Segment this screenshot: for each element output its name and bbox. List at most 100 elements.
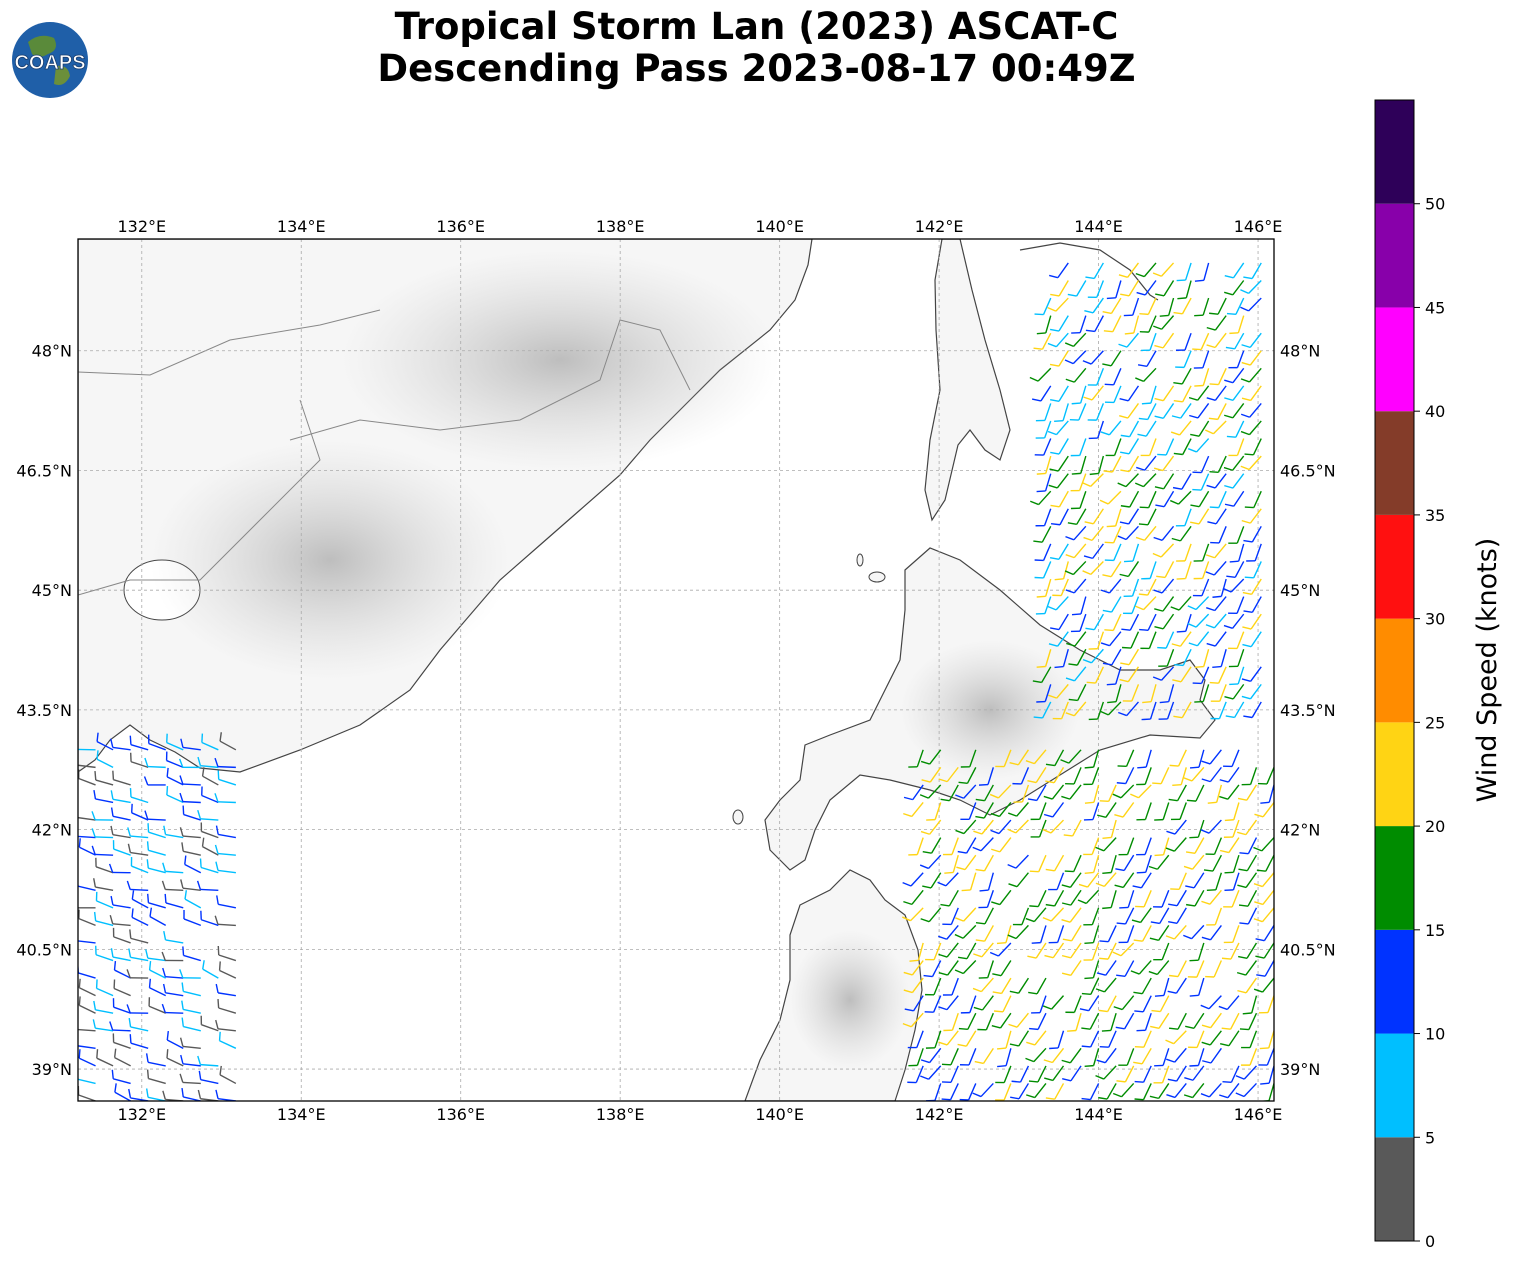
wind-barb <box>1156 561 1175 579</box>
wind-barb <box>1183 766 1205 782</box>
wind-barb <box>907 1065 924 1084</box>
wind-barb <box>1070 490 1087 510</box>
wind-barb <box>1206 872 1223 892</box>
wind-barb <box>1104 526 1122 544</box>
wind-barb <box>1192 666 1210 685</box>
wind-barb <box>148 997 166 1014</box>
colorbar-tick-label: 25 <box>1425 713 1445 732</box>
wind-barb <box>1077 889 1100 905</box>
wind-barb <box>941 1048 959 1066</box>
wind-barb <box>1087 368 1105 386</box>
wind-barb <box>1221 942 1240 960</box>
lon-tick-label-top: 136°E <box>436 217 485 236</box>
wind-barb <box>1049 350 1069 367</box>
wind-barb <box>923 960 942 978</box>
wind-barb <box>1212 649 1227 669</box>
wind-barb <box>1224 367 1245 384</box>
wind-barb <box>1152 666 1175 681</box>
wind-barb <box>1066 631 1087 647</box>
wind-barb <box>1050 490 1069 508</box>
wind-barb <box>164 893 184 909</box>
wind-barb <box>1205 960 1223 978</box>
wind-barb <box>941 1065 959 1084</box>
wind-barb <box>197 756 219 769</box>
wind-barb <box>113 961 131 979</box>
wind-barb <box>1089 455 1105 476</box>
wind-barb <box>1136 837 1152 856</box>
wind-barb <box>1061 960 1082 977</box>
wind-barb <box>1095 837 1117 852</box>
wind-barb <box>1187 960 1205 978</box>
wind-barb <box>1257 767 1274 785</box>
wind-barb <box>1154 837 1170 857</box>
wind-barb <box>1207 508 1227 525</box>
wind-barb <box>1071 315 1087 334</box>
wind-barb <box>1099 925 1117 943</box>
wind-barb <box>93 1000 114 1014</box>
wind-barb <box>1049 262 1069 279</box>
wind-barb <box>109 1021 131 1032</box>
wind-barb <box>1201 889 1222 905</box>
wind-barb <box>1035 508 1052 527</box>
wind-barb <box>1224 854 1240 874</box>
wind-barb <box>78 907 79 908</box>
land-layer <box>78 239 1216 1101</box>
wind-barb <box>1119 508 1140 525</box>
wind-barb <box>1254 889 1274 906</box>
colorbar-segment <box>1375 1137 1414 1241</box>
wind-barb <box>179 1037 201 1050</box>
wind-barb <box>1141 701 1157 721</box>
wind-barb <box>1084 508 1104 525</box>
lon-tick-label-bottom: 132°E <box>117 1105 166 1124</box>
wind-barb <box>1120 280 1140 297</box>
wind-barb <box>1219 784 1240 800</box>
wind-barb <box>943 1012 959 1032</box>
wind-barb <box>925 942 942 961</box>
wind-barb <box>1112 1082 1135 1098</box>
wind-barb <box>217 998 237 1014</box>
wind-barb <box>938 942 959 958</box>
wind-barb <box>1036 473 1052 493</box>
wind-barb <box>922 837 942 854</box>
wind-barb <box>1157 631 1175 649</box>
wind-barb <box>1081 977 1100 996</box>
wind-barb <box>215 1019 236 1032</box>
wind-barb <box>78 748 96 751</box>
wind-barb <box>1067 280 1087 297</box>
wind-barb <box>1228 596 1245 615</box>
wind-barb <box>960 802 977 821</box>
lon-tick-label-bottom: 136°E <box>436 1105 485 1124</box>
wind-barb <box>78 1100 79 1101</box>
wind-barb <box>78 994 79 996</box>
wind-barb <box>1118 1048 1135 1066</box>
wind-barb <box>1036 455 1052 475</box>
wind-barb <box>199 858 219 874</box>
wind-barb <box>1205 543 1227 559</box>
wind-barb <box>1030 802 1047 821</box>
wind-barb <box>78 872 79 873</box>
wind-barb <box>109 914 131 927</box>
wind-barb <box>1043 802 1065 818</box>
wind-barb <box>1096 1047 1117 1064</box>
wind-barb <box>1260 1065 1274 1085</box>
wind-barb <box>112 998 131 1014</box>
wind-barb <box>96 750 114 768</box>
colorbar-tick-label: 45 <box>1425 298 1445 317</box>
wind-barb <box>1136 455 1157 471</box>
wind-barb <box>1116 960 1135 978</box>
wind-barb <box>1029 367 1052 382</box>
wind-barb <box>1042 819 1065 834</box>
wind-barb <box>938 995 959 1011</box>
wind-barb <box>1153 525 1175 541</box>
wind-barb <box>1047 596 1069 611</box>
wind-barb <box>992 977 1012 995</box>
wind-barb <box>1119 561 1140 578</box>
wind-barb <box>1237 872 1258 889</box>
wind-barb <box>129 788 149 804</box>
wind-barb <box>1189 1048 1205 1067</box>
wind-barb <box>166 733 184 751</box>
wind-barb <box>1065 666 1087 682</box>
wind-barb <box>1235 1082 1257 1098</box>
wind-barb <box>218 961 237 979</box>
wind-barb <box>1240 420 1262 436</box>
